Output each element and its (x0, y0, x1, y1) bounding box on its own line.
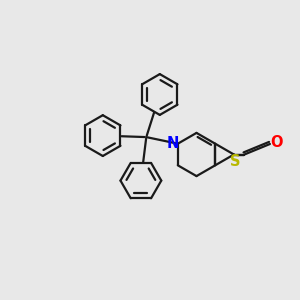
Text: O: O (270, 135, 283, 150)
Text: S: S (230, 154, 241, 169)
Text: N: N (166, 136, 178, 151)
